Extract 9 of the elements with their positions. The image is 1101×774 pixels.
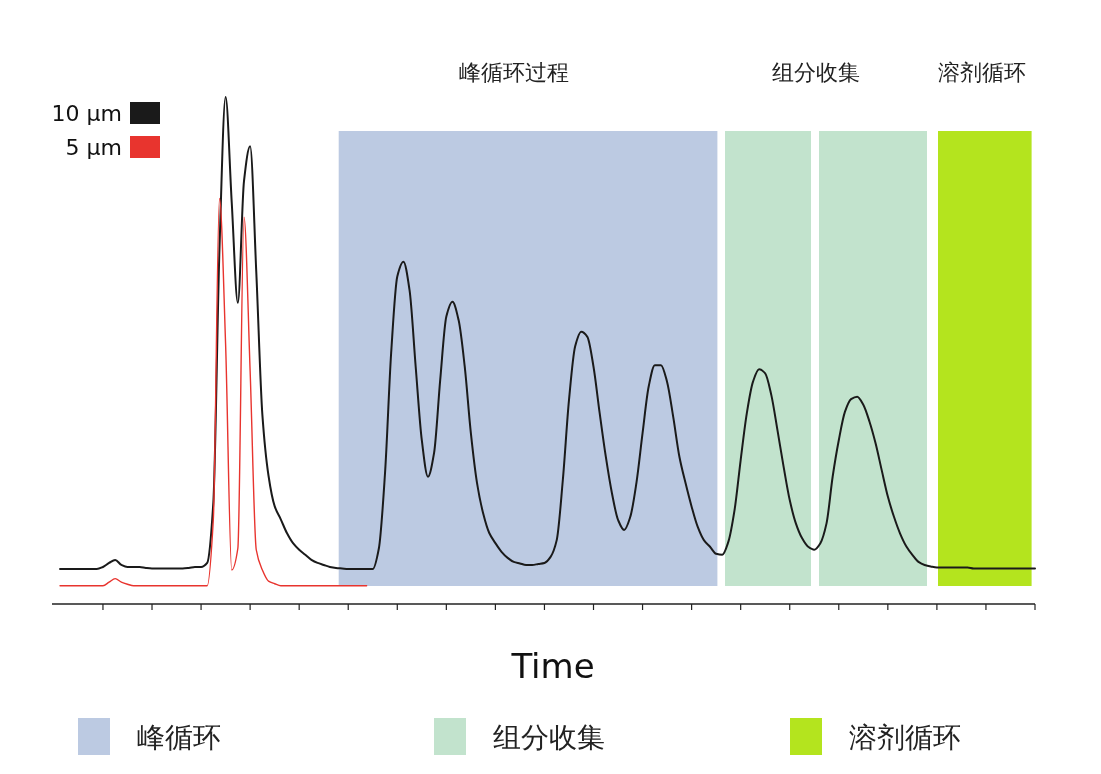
text: 溶剂循环: [938, 60, 1026, 85]
text: 峰循环: [137, 721, 221, 754]
text: 峰循环过程: [459, 60, 569, 85]
text: 组分收集: [772, 60, 860, 85]
text: 溶剂循环: [849, 721, 961, 754]
legend-label: 10 µm: [51, 101, 122, 126]
legend-label: 5 µm: [65, 135, 122, 160]
x-axis-title: Time: [510, 646, 595, 686]
text: 组分收集: [493, 721, 605, 754]
